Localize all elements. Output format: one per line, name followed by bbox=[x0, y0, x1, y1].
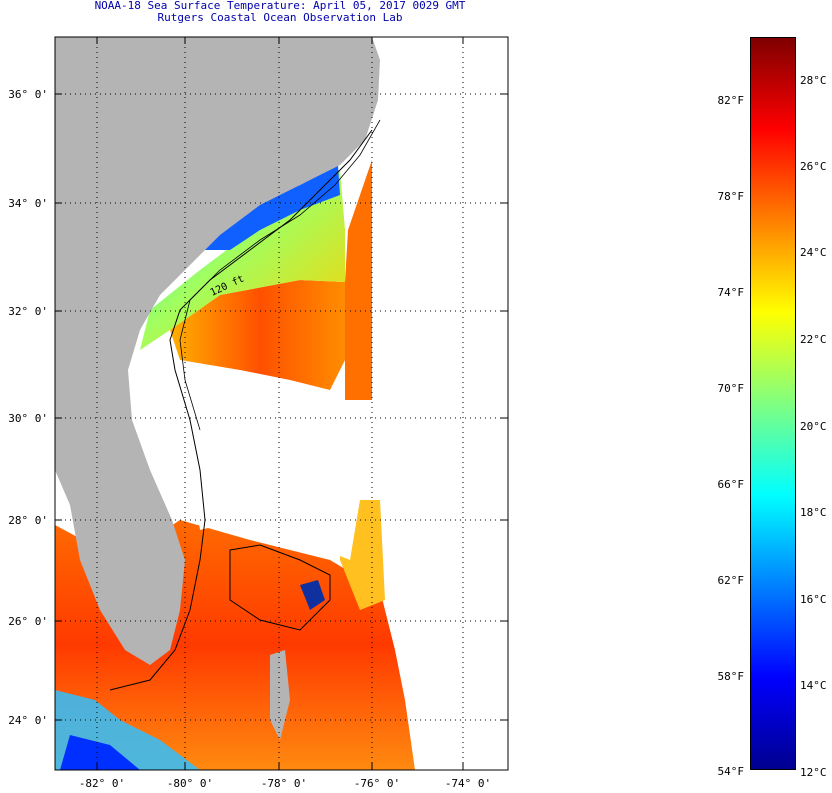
temperature-colorbar bbox=[750, 37, 796, 770]
sst-cold-band bbox=[200, 165, 340, 250]
lat-label-32: 32° 0' bbox=[8, 305, 48, 318]
lat-label-26: 26° 0' bbox=[8, 615, 48, 628]
frame-ticks bbox=[55, 37, 508, 770]
map-border bbox=[54, 36, 509, 771]
lon-label-76: -76° 0' bbox=[353, 777, 401, 790]
colorbar-label-f: 58°F bbox=[717, 670, 745, 683]
sst-north-region bbox=[140, 170, 345, 350]
colorbar-label-f: 78°F bbox=[717, 190, 745, 203]
colorbar-label-f: 82°F bbox=[717, 94, 745, 107]
map-title: NOAA-18 Sea Surface Temperature: April 0… bbox=[94, 0, 466, 12]
lon-label-78: -78° 0' bbox=[260, 777, 308, 790]
map-subtitle: Rutgers Coastal Ocean Observation Lab bbox=[157, 11, 403, 24]
colorbar-label-c: 28°C bbox=[800, 74, 827, 87]
colorbar-label-f: 66°F bbox=[717, 478, 745, 491]
colorbar-label-c: 16°C bbox=[800, 593, 827, 606]
colorbar-label-c: 18°C bbox=[800, 506, 827, 519]
colorbar-label-c: 14°C bbox=[800, 679, 827, 692]
lon-label-82: -82° 0' bbox=[78, 777, 126, 790]
lat-label-30: 30° 0' bbox=[8, 412, 48, 425]
lat-label-36: 36° 0' bbox=[8, 88, 48, 101]
sst-cool-patch-sw2 bbox=[60, 735, 140, 770]
lat-label-34: 34° 0' bbox=[8, 197, 48, 210]
colorbar-label-c: 24°C bbox=[800, 246, 827, 259]
sst-mid-region bbox=[170, 280, 350, 390]
land-mass bbox=[55, 37, 380, 665]
colorbar-label-c: 12°C bbox=[800, 766, 827, 779]
cloud-mask bbox=[125, 360, 360, 560]
lat-label-24: 24° 0' bbox=[8, 714, 48, 727]
sst-east-strip bbox=[345, 160, 372, 400]
colorbar-label-f: 54°F bbox=[717, 765, 745, 778]
lon-label-80: -80° 0' bbox=[166, 777, 214, 790]
bahamas-land bbox=[270, 650, 290, 740]
isobath-contour bbox=[109, 129, 373, 691]
colorbar-label-c: 20°C bbox=[800, 420, 827, 433]
isobath-contour-2 bbox=[179, 119, 381, 431]
bahamas-contour bbox=[229, 544, 331, 631]
bahamas-land-2 bbox=[300, 580, 325, 610]
colorbar-label-f: 70°F bbox=[717, 382, 745, 395]
colorbar-label-c: 22°C bbox=[800, 333, 827, 346]
lon-label-74: -74° 0' bbox=[444, 777, 492, 790]
graticule bbox=[55, 37, 508, 770]
colorbar-label-c: 26°C bbox=[800, 160, 827, 173]
lat-label-28: 28° 0' bbox=[8, 514, 48, 527]
colorbar-label-f: 74°F bbox=[717, 286, 745, 299]
colorbar-label-f: 62°F bbox=[717, 574, 745, 587]
